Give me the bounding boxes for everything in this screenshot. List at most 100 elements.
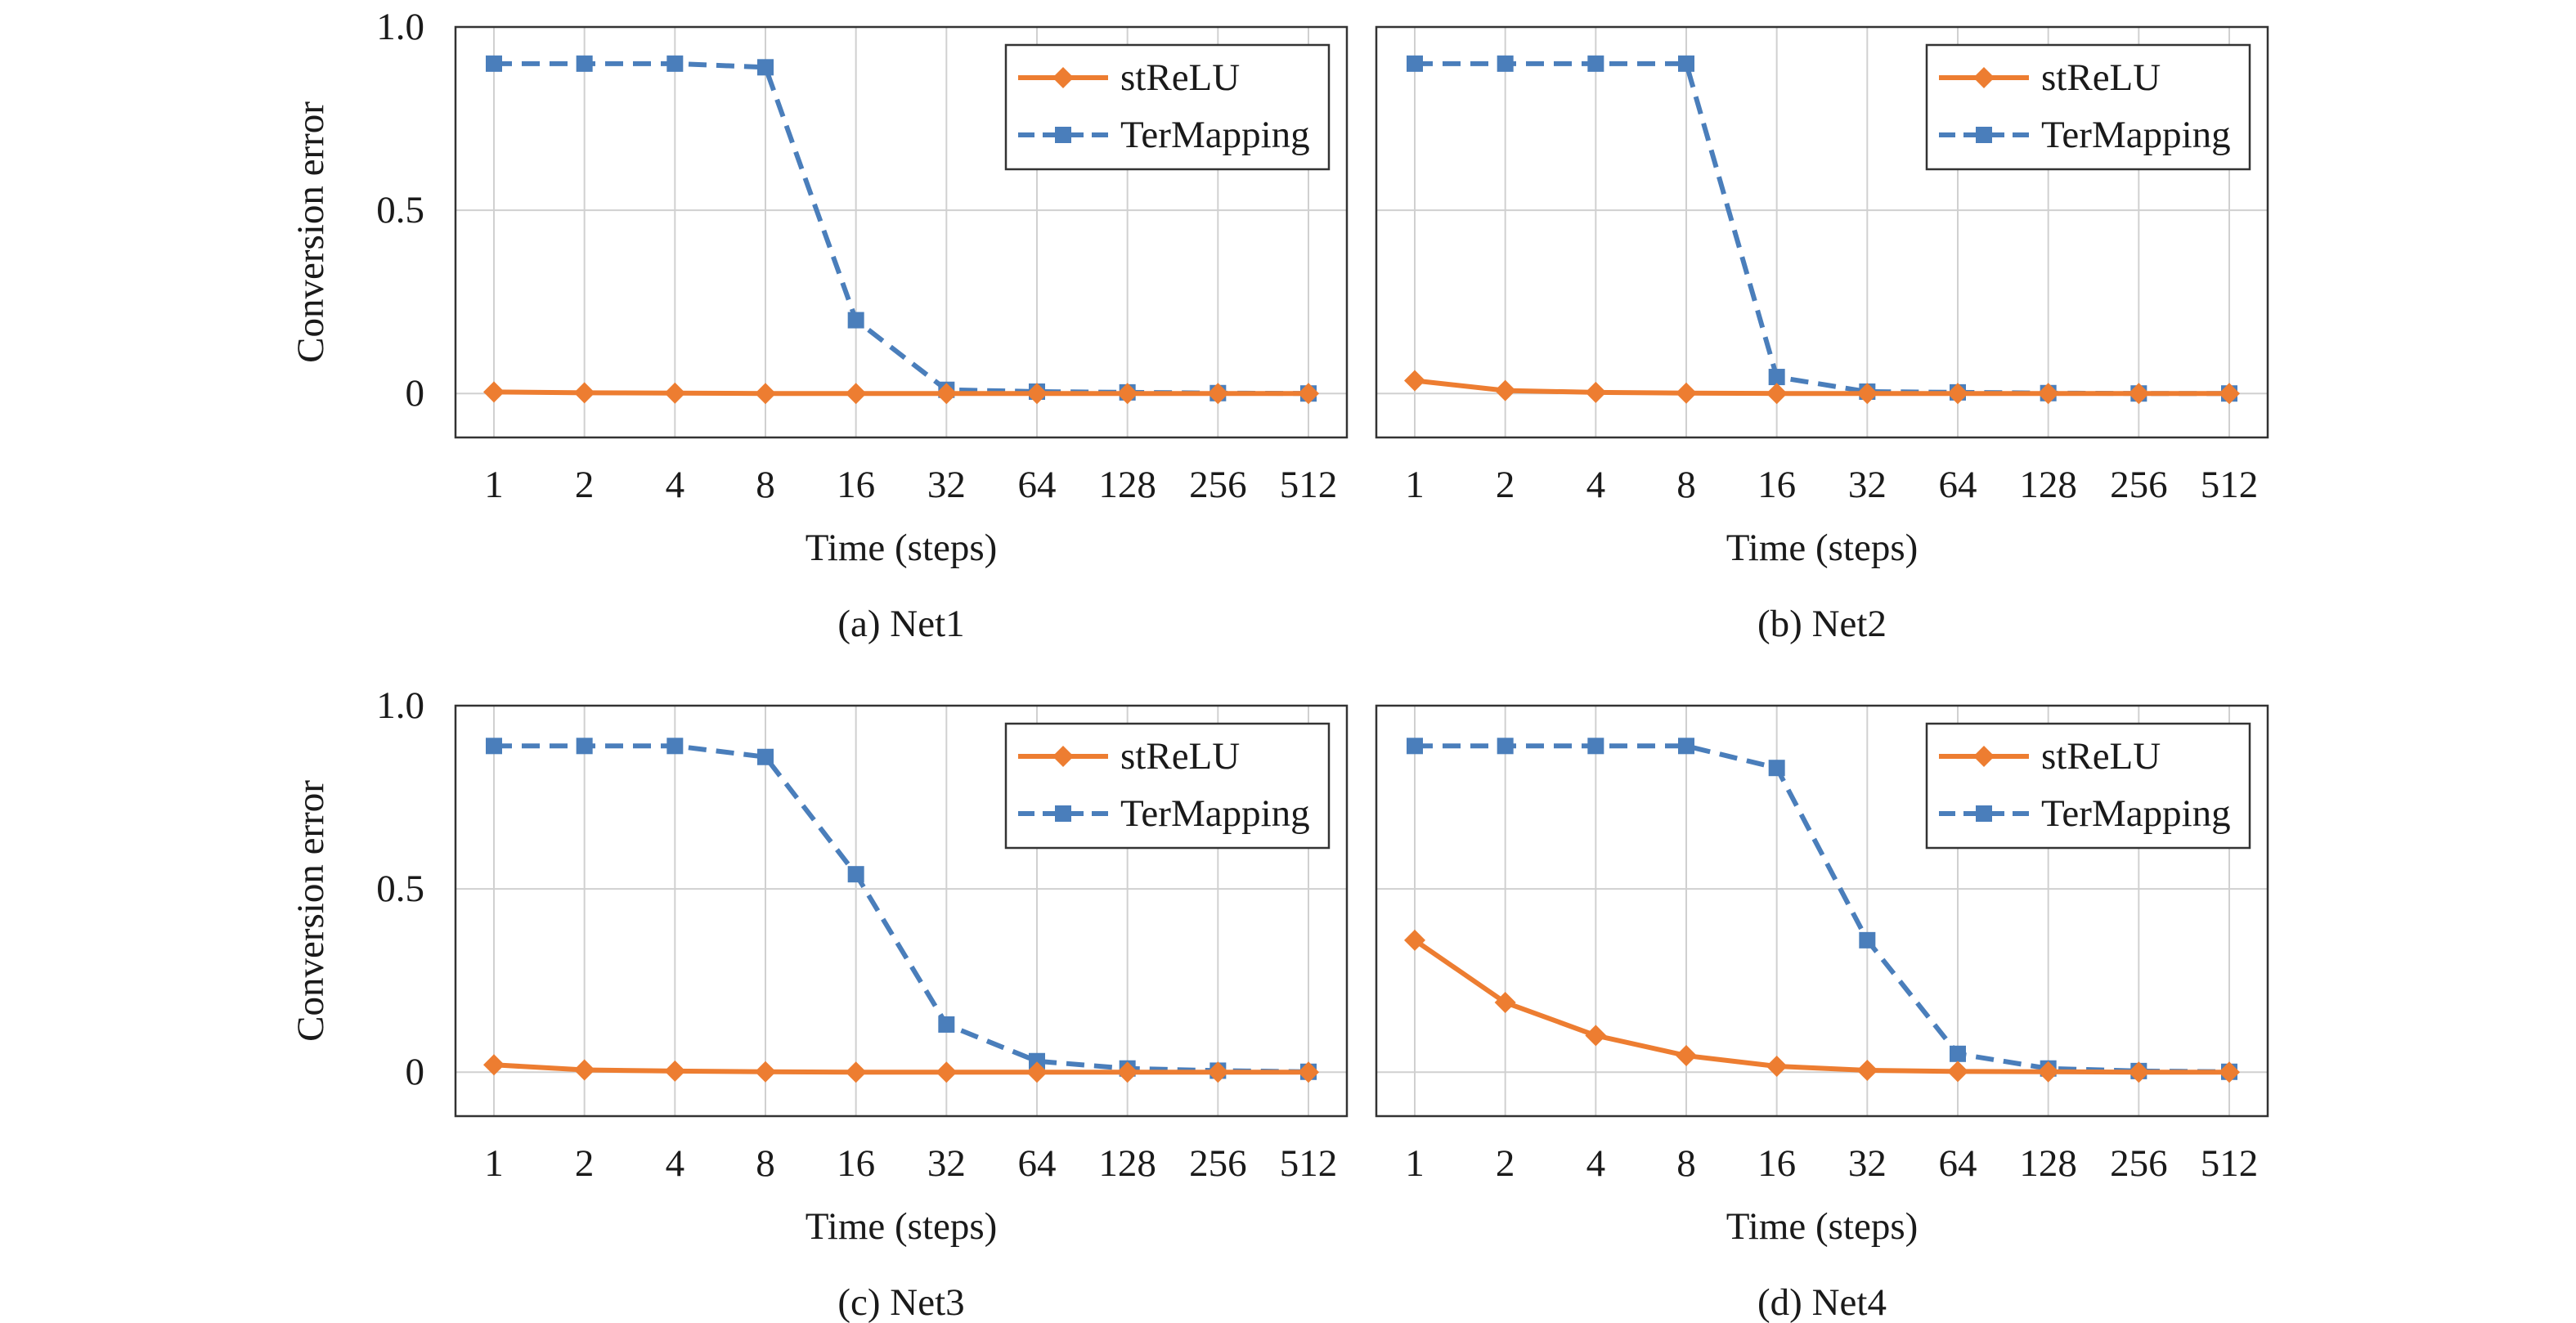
x-tick-label: 64	[1939, 464, 1977, 506]
x-tick-label: 32	[927, 464, 966, 506]
x-tick-label: 256	[2110, 1142, 2168, 1185]
data-point-strelu	[573, 382, 595, 404]
x-tick-label: 512	[1280, 1142, 1338, 1185]
chart-panel-4: 1 2 4 8 16 32 64 128 256 512 Time (steps) (d) Net4 s…	[1375, 704, 2269, 1323]
legend-box	[1925, 722, 2251, 850]
x-tick-label: 256	[1189, 1142, 1247, 1185]
data-point-strelu	[573, 1059, 595, 1081]
y-tick-label: 1.0	[376, 684, 424, 727]
x-tick-label: 2	[1496, 1142, 1515, 1185]
series-line-termapping	[1415, 61, 2229, 397]
series-line-strelu	[493, 389, 1308, 397]
data-point-strelu	[2037, 1061, 2059, 1083]
x-tick-label: 4	[1586, 1142, 1606, 1185]
x-tick-label: 1	[484, 1142, 504, 1185]
data-point-strelu	[1494, 992, 1516, 1014]
data-point-strelu	[1404, 370, 1425, 392]
data-point-termapping	[1587, 738, 1604, 755]
x-tick-label: 2	[1496, 464, 1515, 506]
panel-caption: (d) Net4	[1757, 1281, 1887, 1323]
y-tick-label: 0.5	[376, 189, 424, 231]
x-tick-label: 8	[756, 1142, 775, 1185]
x-tick-label: 4	[1586, 464, 1606, 506]
x-tick-label: 2	[575, 464, 595, 506]
legend-marker-diamond	[1973, 746, 1995, 767]
y-axis-label: Conversion error	[289, 780, 332, 1042]
data-point-termapping	[847, 866, 864, 883]
data-point-strelu	[483, 1054, 505, 1076]
x-axis-label: Time (steps)	[1726, 527, 1919, 569]
x-tick-label: 8	[756, 464, 775, 506]
data-point-strelu	[2128, 1061, 2150, 1083]
x-tick-label: 512	[1280, 464, 1338, 506]
plot-frame	[454, 25, 1349, 439]
data-point-strelu	[1207, 383, 1229, 405]
legend-marker-square	[1055, 127, 1071, 143]
data-point-termapping	[1029, 1052, 1045, 1070]
panel-caption: (c) Net3	[837, 1281, 964, 1323]
chart-panel-2: 1 2 4 8 16 32 64 128 256 512 Time (steps) (b) Net2 s…	[1375, 25, 2269, 645]
x-tick-label: 1	[1405, 464, 1425, 506]
x-tick-label: 1	[1405, 1142, 1425, 1185]
x-tick-label: 128	[2019, 464, 2077, 506]
data-point-termapping	[1497, 738, 1514, 755]
legend-marker-square	[1976, 127, 1992, 143]
x-tick-label: 1	[484, 464, 504, 506]
data-point-termapping	[1678, 55, 1694, 72]
series-line-strelu	[1414, 378, 2229, 397]
data-point-strelu	[664, 382, 686, 404]
x-tick-label: 512	[2201, 1142, 2259, 1185]
data-point-strelu	[1026, 383, 1048, 405]
data-point-strelu	[1116, 1061, 1138, 1083]
data-point-termapping	[666, 738, 684, 755]
x-tick-label: 32	[1848, 464, 1887, 506]
data-point-strelu	[1116, 383, 1138, 405]
data-point-strelu	[1766, 383, 1788, 405]
legend-label: stReLU	[1120, 56, 1240, 99]
data-point-strelu	[845, 383, 867, 405]
data-point-strelu	[845, 1061, 867, 1083]
series-line-strelu	[1413, 938, 2229, 1075]
data-point-strelu	[2037, 383, 2059, 405]
x-tick-label: 512	[2201, 464, 2259, 506]
x-tick-label: 2	[575, 1142, 595, 1185]
x-tick-label: 128	[2019, 1142, 2077, 1185]
y-tick-label: 0	[406, 372, 425, 415]
y-tick-label: 0.5	[376, 868, 424, 910]
panel-caption: (b) Net2	[1757, 603, 1887, 645]
legend-marker-diamond	[1052, 746, 1074, 767]
data-point-strelu	[1585, 1025, 1607, 1047]
y-tick-label: 0	[406, 1051, 425, 1093]
plot-frame	[1375, 704, 2269, 1118]
legend-marker-diamond	[1052, 67, 1074, 88]
legend-label: TerMapping	[2041, 792, 2231, 835]
legend: stReLU TerMapping	[1925, 43, 2251, 171]
chart-panel-3: 1.0 0.5 0 1 2 4 8 16 32 64 128 256 512 Time (steps) Co…	[289, 684, 1349, 1323]
x-tick-label: 128	[1098, 464, 1156, 506]
y-axis-label: Conversion error	[289, 101, 332, 363]
legend-marker-square	[1055, 805, 1071, 822]
x-tick-label: 64	[1939, 1142, 1977, 1185]
data-point-strelu	[1404, 929, 1425, 951]
data-point-strelu	[936, 1061, 958, 1083]
data-point-strelu	[2128, 383, 2150, 405]
legend: stReLU TerMapping	[1004, 43, 1331, 171]
x-tick-label: 32	[1848, 1142, 1887, 1185]
x-tick-label: 16	[837, 1142, 875, 1185]
data-point-termapping	[576, 55, 593, 72]
plot-frame	[1375, 25, 2269, 439]
x-tick-label: 64	[1018, 464, 1057, 506]
plot-frame	[454, 704, 1349, 1118]
x-tick-label: 16	[1757, 464, 1796, 506]
x-tick-label: 32	[927, 1142, 966, 1185]
data-point-strelu	[1585, 381, 1607, 403]
data-point-strelu	[1298, 383, 1319, 405]
data-point-strelu	[2219, 383, 2240, 405]
data-point-strelu	[1947, 383, 1968, 405]
legend-box	[1004, 722, 1331, 850]
data-point-termapping	[1407, 55, 1423, 72]
series-line-strelu	[493, 1062, 1308, 1075]
data-point-termapping	[576, 738, 593, 755]
x-tick-label: 4	[666, 464, 685, 506]
